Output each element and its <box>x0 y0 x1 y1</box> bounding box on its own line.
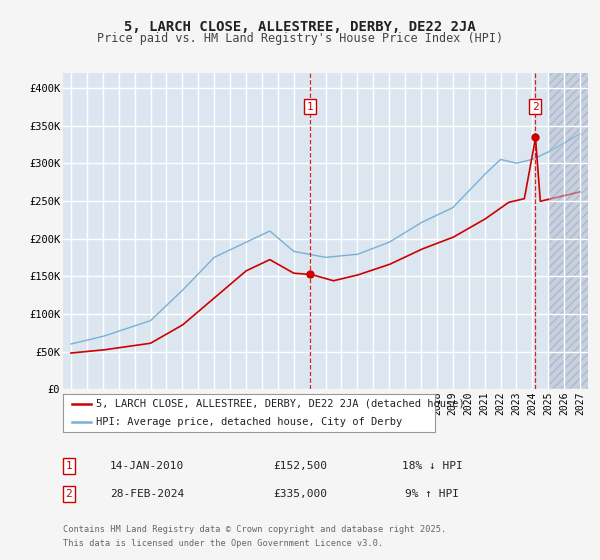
Text: 1: 1 <box>307 102 314 111</box>
Text: HPI: Average price, detached house, City of Derby: HPI: Average price, detached house, City… <box>97 417 403 427</box>
Text: 9% ↑ HPI: 9% ↑ HPI <box>405 489 459 499</box>
Text: 1: 1 <box>65 461 73 471</box>
Text: 28-FEB-2024: 28-FEB-2024 <box>110 489 184 499</box>
Text: 18% ↓ HPI: 18% ↓ HPI <box>401 461 463 471</box>
Text: 2: 2 <box>65 489 73 499</box>
Text: 2: 2 <box>532 102 538 111</box>
Text: Contains HM Land Registry data © Crown copyright and database right 2025.
This d: Contains HM Land Registry data © Crown c… <box>63 525 446 548</box>
Text: £152,500: £152,500 <box>273 461 327 471</box>
Text: Price paid vs. HM Land Registry's House Price Index (HPI): Price paid vs. HM Land Registry's House … <box>97 32 503 45</box>
Text: 5, LARCH CLOSE, ALLESTREE, DERBY, DE22 2JA: 5, LARCH CLOSE, ALLESTREE, DERBY, DE22 2… <box>124 20 476 34</box>
Text: £335,000: £335,000 <box>273 489 327 499</box>
Text: 14-JAN-2010: 14-JAN-2010 <box>110 461 184 471</box>
Text: 5, LARCH CLOSE, ALLESTREE, DERBY, DE22 2JA (detached house): 5, LARCH CLOSE, ALLESTREE, DERBY, DE22 2… <box>97 399 465 409</box>
Bar <box>548 73 588 389</box>
